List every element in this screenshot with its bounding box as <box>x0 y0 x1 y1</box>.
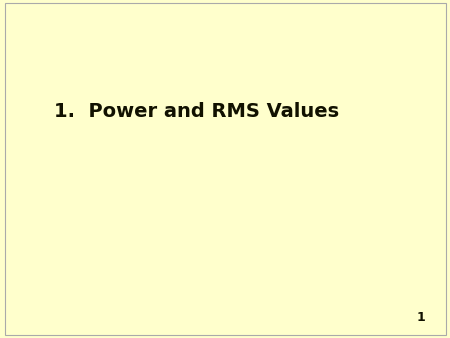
Text: 1.  Power and RMS Values: 1. Power and RMS Values <box>54 102 339 121</box>
Text: 1: 1 <box>417 312 425 324</box>
